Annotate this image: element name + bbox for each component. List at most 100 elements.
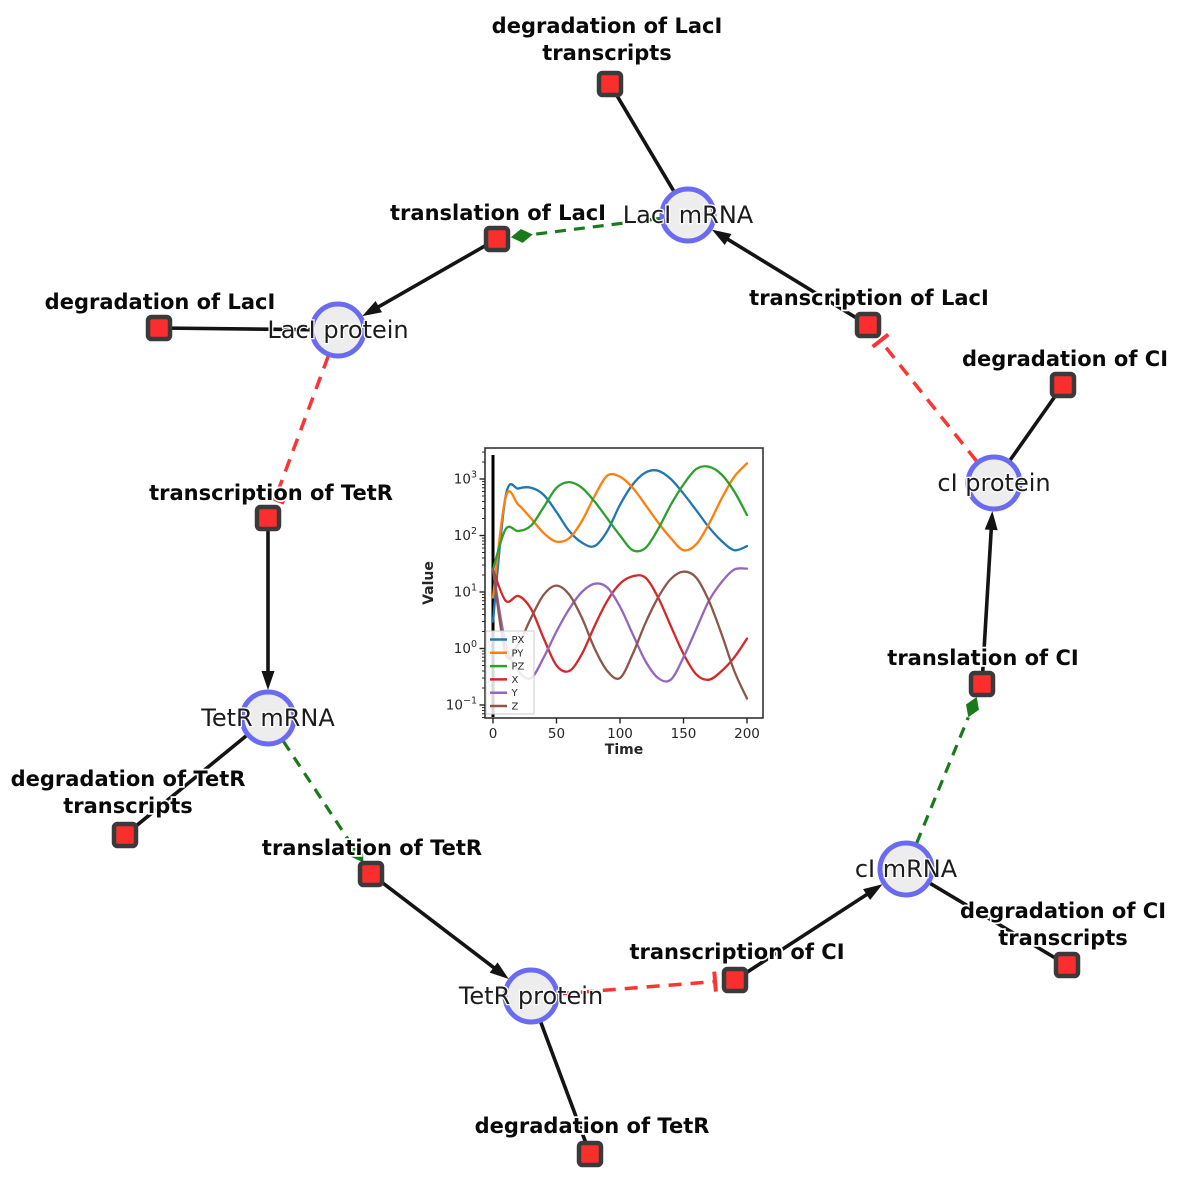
edge-laci-protein--deg-laci (158, 326, 311, 332)
species-label-tetr-mrna: TetR mRNA (200, 704, 335, 732)
edge-line (879, 339, 978, 463)
species-node-tetr-mrna[interactable] (239, 689, 297, 747)
chart-series-PX (491, 469, 749, 623)
legend-label-Z: Z (512, 702, 519, 713)
reaction-label-transcription-ci: transcription of CI (629, 940, 844, 964)
legend-label-X: X (512, 675, 519, 686)
reaction-square-icon (968, 670, 996, 698)
reaction-label-deg-laci: degradation of LacI (45, 290, 276, 314)
chart-legend: PX PY PZ XYZ (485, 630, 535, 715)
chart-ylabel: Value (421, 561, 437, 605)
edge-line (929, 881, 1068, 967)
reaction-node-transcription-ci[interactable] (721, 966, 749, 994)
reaction-label-deg-tetr: degradation of TetR (475, 1114, 710, 1138)
species-circle-icon (309, 301, 367, 359)
edge-line (273, 355, 330, 500)
edge-laci-mrna--deg-laci-transcripts (608, 83, 676, 192)
edge-line (532, 216, 661, 237)
reaction-label-translation-laci: translation of LacI (390, 201, 606, 225)
reaction-square-icon (854, 311, 882, 339)
reaction-square-icon (254, 504, 282, 532)
modifier-diamond-arrowhead (351, 843, 364, 863)
species-circle-icon (877, 840, 935, 898)
reaction-label-deg-ci-transcripts: degradation of CI transcripts (960, 899, 1166, 950)
edge-laci-protein--transcription-tetr (264, 355, 330, 505)
x-tick-label: 200 (734, 726, 760, 742)
edge-transcription-laci--laci-mrna (711, 229, 869, 327)
reaction-node-deg-ci[interactable] (1049, 371, 1077, 399)
species-node-tetr-protein[interactable] (502, 967, 560, 1025)
reaction-square-icon (1053, 951, 1081, 979)
reaction-node-deg-tetr-transcripts[interactable] (111, 821, 139, 849)
species-circle-icon (239, 689, 297, 747)
edge-ci-mrna--deg-ci-transcripts (929, 881, 1068, 967)
edge-line (123, 734, 248, 837)
legend-box (485, 630, 535, 715)
species-circle-icon (965, 454, 1023, 512)
inhibition-tee (264, 493, 286, 505)
edge-translation-ci--ci-protein (980, 510, 998, 685)
modifier-diamond-arrowhead (510, 228, 533, 243)
edge-line (539, 1021, 592, 1155)
edge-ci-mrna--translation-ci (915, 696, 979, 844)
edge-line (369, 872, 498, 971)
edge-tetr-mrna--deg-tetr-transcripts (123, 734, 248, 837)
edge-line (282, 740, 353, 845)
edge-translation-laci--laci-protein (362, 237, 498, 317)
edge-laci-mrna--translation-laci (510, 216, 661, 243)
arrowhead (984, 510, 998, 531)
arrowhead (711, 229, 732, 246)
reaction-square-icon (596, 70, 624, 98)
reaction-node-transcription-laci[interactable] (854, 311, 882, 339)
nodes-layer (111, 70, 1081, 1168)
edge-line (608, 83, 676, 192)
edge-tetr-mrna--translation-tetr (282, 740, 364, 863)
reaction-label-translation-tetr: translation of TetR (262, 836, 482, 860)
chart-series-layer (491, 462, 749, 700)
reaction-square-icon (483, 225, 511, 253)
edge-line (724, 236, 869, 327)
species-label-ci-mrna: cI mRNA (855, 855, 958, 883)
reaction-label-transcription-tetr: transcription of TetR (149, 481, 393, 505)
arrowhead (863, 884, 883, 901)
arrowhead (261, 671, 275, 690)
species-label-tetr-protein: TetR protein (458, 982, 603, 1010)
species-node-ci-mrna[interactable] (877, 840, 935, 898)
x-tick-label: 0 (489, 726, 498, 742)
reaction-node-transcription-tetr[interactable] (254, 504, 282, 532)
species-node-ci-protein[interactable] (965, 454, 1023, 512)
reaction-node-translation-tetr[interactable] (357, 860, 385, 888)
x-tick-label: 150 (671, 726, 697, 742)
reaction-square-icon (721, 966, 749, 994)
legend-label-PX: PX (512, 635, 525, 646)
edge-line (375, 237, 498, 310)
species-circle-icon (502, 967, 560, 1025)
edges-layer (123, 83, 1068, 1155)
modifier-diamond-arrowhead (966, 696, 979, 718)
reaction-node-translation-ci[interactable] (968, 670, 996, 698)
chart-series-X (491, 568, 749, 681)
reaction-label-deg-laci-transcripts: degradation of LacI transcripts (492, 14, 723, 65)
edge-line (980, 526, 994, 685)
y-tick-label: 101 (454, 583, 477, 601)
reaction-node-deg-ci-transcripts[interactable] (1053, 951, 1081, 979)
reaction-node-translation-laci[interactable] (483, 225, 511, 253)
reaction-square-icon (576, 1140, 604, 1168)
inset-chart: 0 50 100 150 20010−1100101102103TimeValuePXP… (421, 432, 785, 774)
edge-tetr-protein--deg-tetr (539, 1021, 592, 1155)
species-node-laci-protein[interactable] (309, 301, 367, 359)
y-tick-label: 102 (454, 526, 477, 544)
reaction-node-deg-laci[interactable] (145, 314, 173, 342)
edge-line (158, 326, 311, 332)
edge-tetr-protein--transcription-ci (558, 971, 718, 996)
reaction-label-translation-ci: translation of CI (887, 646, 1078, 670)
species-node-laci-mrna[interactable] (659, 186, 717, 244)
y-tick-label: 10−1 (446, 696, 477, 714)
reaction-node-deg-laci-transcripts[interactable] (596, 70, 624, 98)
reaction-node-deg-tetr[interactable] (576, 1140, 604, 1168)
labels-layer: degradation of LacI transcripts translatio… (9, 12, 1170, 1140)
edge-translation-tetr--tetr-protein (369, 872, 509, 980)
species-label-ci-protein: cI protein (937, 469, 1050, 497)
species-circle-icon (659, 186, 717, 244)
